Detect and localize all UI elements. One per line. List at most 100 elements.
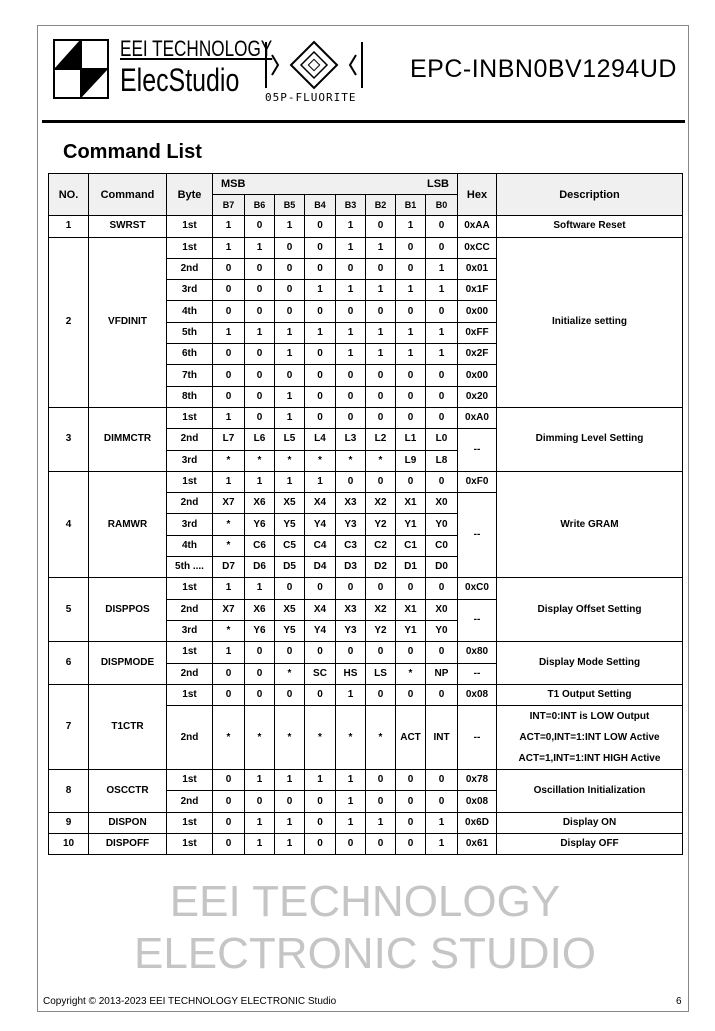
bit-cell: ACT xyxy=(395,705,426,771)
bit-cell: 0 xyxy=(244,300,275,323)
description-line: ACT=0,INT=1:INT LOW Active xyxy=(519,732,660,744)
bit-cell: * xyxy=(212,534,245,558)
bit-cell: 0 xyxy=(335,833,366,856)
table-row: 2nd X7 X6 X5 X4 X3 X2 X1 X0 -- xyxy=(49,598,683,643)
bit-cell: 0 xyxy=(244,215,275,238)
bit-cell: 0 xyxy=(365,300,396,323)
bit-cell: INT xyxy=(425,705,458,771)
brand-line1: EEI TECHNOLOGY xyxy=(120,36,273,61)
byte-cell: 8th xyxy=(166,385,213,408)
description-cell: Oscillation Initialization xyxy=(496,769,683,813)
bit-cell: X1 xyxy=(395,598,426,621)
header-b5: B5 xyxy=(274,194,305,217)
bit-cell: 1 xyxy=(274,833,305,856)
hex-cell: 0xC0 xyxy=(457,577,497,600)
hex-cell: -- xyxy=(457,428,497,472)
bit-cell: 0 xyxy=(304,641,336,664)
bit-cell: D5 xyxy=(274,556,305,579)
bit-cell: X6 xyxy=(244,598,275,621)
bit-cell: * xyxy=(212,449,245,472)
command-name: VFDINIT xyxy=(88,236,167,408)
bit-cell: 0 xyxy=(395,257,426,281)
bit-cell: 1 xyxy=(274,343,305,366)
command-name: DISPMODE xyxy=(88,641,167,685)
bit-cell: * xyxy=(274,449,305,472)
bit-cell: 1 xyxy=(274,321,305,345)
bit-cell: * xyxy=(304,705,336,771)
footer-copyright: Copyright © 2013-2023 EEI TECHNOLOGY ELE… xyxy=(43,996,337,1007)
bit-cell: X1 xyxy=(395,492,426,515)
bit-cell: 1 xyxy=(365,279,396,302)
bit-cell: 0 xyxy=(425,385,458,408)
bit-cell: 0 xyxy=(244,279,275,302)
command-table: NO. Command Byte MSB LSB Hex Description… xyxy=(48,172,683,856)
header-byte: Byte xyxy=(166,172,213,217)
bit-cell: 0 xyxy=(244,257,275,281)
bit-cell: 1 xyxy=(335,769,366,792)
bit-cell: 1 xyxy=(365,343,396,366)
bit-cell: 0 xyxy=(335,470,366,494)
bit-cell: * xyxy=(274,705,305,771)
bit-cell: L4 xyxy=(304,428,336,451)
bit-cell: 0 xyxy=(365,769,396,792)
bit-cell: 1 xyxy=(395,321,426,345)
bit-cell: 1 xyxy=(365,811,396,835)
hex-cell: 0x61 xyxy=(457,833,497,856)
bit-cell: L3 xyxy=(335,428,366,451)
command-no: 9 xyxy=(48,811,89,835)
command-name: OSCCTR xyxy=(88,769,167,813)
bit-cell: 0 xyxy=(212,300,245,323)
bit-cell: 0 xyxy=(244,406,275,430)
byte-cell: 1st xyxy=(166,641,213,664)
bit-cell: 0 xyxy=(365,790,396,813)
bit-cell: 1 xyxy=(425,257,458,281)
byte-cell: 1st xyxy=(166,236,213,259)
byte-cell: 1st xyxy=(166,769,213,792)
bit-cell: Y3 xyxy=(335,619,366,643)
bit-cell: C6 xyxy=(244,534,275,558)
bit-cell: 1 xyxy=(304,321,336,345)
bit-cell: C4 xyxy=(304,534,336,558)
table-row: 10 DISPOFF 1st 0 1 1 0 0 0 0 1 0x61 Display OFF xyxy=(48,833,683,856)
bit-cell: 1 xyxy=(304,470,336,494)
bit-cell: X5 xyxy=(274,492,305,515)
bit-cell: 0 xyxy=(304,790,336,813)
bit-cell: HS xyxy=(335,662,366,685)
bit-cell: 0 xyxy=(304,300,336,323)
hex-cell: 0xFF xyxy=(457,321,497,345)
bit-cell: 0 xyxy=(304,577,336,600)
eei-logo-icon xyxy=(53,39,109,99)
bit-cell: 1 xyxy=(274,406,305,430)
description-cell: Display ON xyxy=(496,811,683,835)
bit-cell: 0 xyxy=(274,236,305,259)
bit-cell: 1 xyxy=(425,811,458,835)
bit-cell: 1 xyxy=(335,236,366,259)
bit-cell: 0 xyxy=(212,343,245,366)
bit-cell: * xyxy=(365,705,396,771)
hex-cell: 0x2F xyxy=(457,343,497,366)
bit-cell: 1 xyxy=(212,215,245,238)
bit-cell: 1 xyxy=(244,769,275,792)
bit-cell: L5 xyxy=(274,428,305,451)
hex-cell: 0x08 xyxy=(457,683,497,707)
bit-cell: 0 xyxy=(425,683,458,707)
bit-cell: 0 xyxy=(395,300,426,323)
table-row: 2nd 0 0 * SC HS LS * NP -- xyxy=(49,662,683,685)
bit-cell: X2 xyxy=(365,492,396,515)
byte-cell: 3rd xyxy=(166,449,213,472)
bit-cell: 0 xyxy=(395,833,426,856)
bit-cell: 1 xyxy=(212,577,245,600)
bit-cell: 0 xyxy=(425,470,458,494)
header-b6: B6 xyxy=(244,194,275,217)
table-row: 4th 0 0 0 0 0 0 0 0 0x00 xyxy=(49,300,683,323)
table-row: 7 T1CTR 1st 0 0 0 0 1 0 0 0 0x08 T1 Output Setting xyxy=(48,683,683,771)
byte-cell: 7th xyxy=(166,364,213,387)
hex-cell: 0xCC xyxy=(457,236,497,259)
hex-cell: -- xyxy=(457,662,497,685)
bit-cell: SC xyxy=(304,662,336,685)
hex-cell: 0x1F xyxy=(457,279,497,302)
hex-cell: 0x80 xyxy=(457,641,497,664)
byte-cell: 2nd xyxy=(166,598,213,621)
bit-cell: 0 xyxy=(244,385,275,408)
bit-cell: 1 xyxy=(274,470,305,494)
